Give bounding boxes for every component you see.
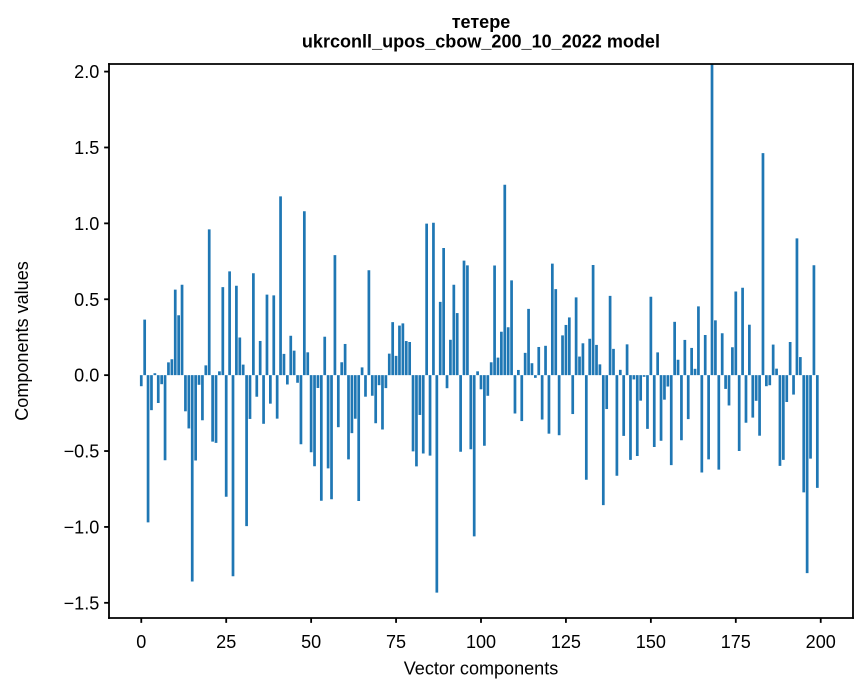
svg-text:150: 150 (636, 632, 666, 652)
svg-text:тетере: тетере (452, 12, 511, 32)
svg-text:Components values: Components values (12, 261, 32, 421)
svg-text:175: 175 (721, 632, 751, 652)
svg-text:25: 25 (216, 632, 236, 652)
svg-text:100: 100 (466, 632, 496, 652)
svg-text:ukrconll_upos_cbow_200_10_2022: ukrconll_upos_cbow_200_10_2022 model (302, 31, 660, 51)
svg-text:0: 0 (136, 632, 146, 652)
svg-text:Vector components: Vector components (404, 658, 559, 678)
svg-text:−1.0: −1.0 (64, 517, 100, 537)
svg-text:0.5: 0.5 (74, 290, 99, 310)
svg-text:75: 75 (386, 632, 406, 652)
svg-text:125: 125 (551, 632, 581, 652)
svg-text:−1.5: −1.5 (64, 593, 100, 613)
svg-text:1.0: 1.0 (74, 214, 99, 234)
svg-text:200: 200 (806, 632, 836, 652)
svg-text:1.5: 1.5 (74, 138, 99, 158)
svg-text:2.0: 2.0 (74, 62, 99, 82)
svg-text:0.0: 0.0 (74, 366, 99, 386)
svg-text:−0.5: −0.5 (64, 442, 100, 462)
svg-text:50: 50 (301, 632, 321, 652)
